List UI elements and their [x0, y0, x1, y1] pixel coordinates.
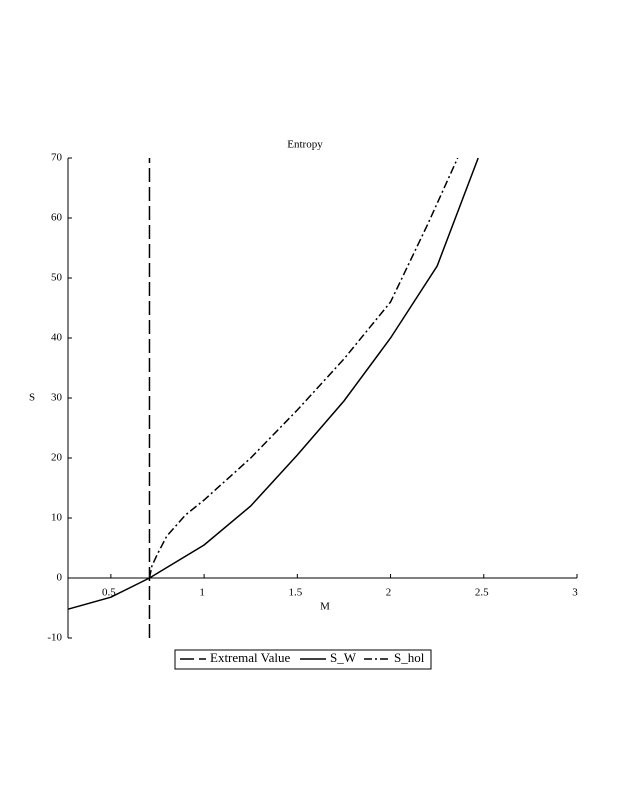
y-tick-label: 10	[51, 512, 63, 524]
series-line	[148, 157, 459, 579]
y-tick-label: 40	[51, 332, 63, 344]
x-tick-label: 2	[386, 587, 392, 599]
y-tick-label: 50	[51, 272, 63, 284]
legend-box	[174, 649, 432, 670]
y-tick-label: 70	[51, 152, 63, 164]
x-tick-label: 0.5	[102, 587, 116, 599]
y-tick-label: 0	[57, 572, 63, 584]
x-axis-label: M	[320, 601, 330, 613]
y-tick-label: 30	[51, 392, 63, 404]
legend-label: S_hol	[394, 650, 425, 665]
y-tick-label: -10	[47, 632, 62, 644]
x-tick-label: 1	[199, 587, 205, 599]
y-tick-label: 60	[51, 212, 63, 224]
chart-title: Entropy	[287, 139, 323, 151]
legend-label: Extremal Value	[210, 650, 290, 665]
y-axis-label: S	[29, 392, 35, 404]
series-line	[67, 157, 479, 610]
x-tick-label: 3	[572, 587, 578, 599]
legend-label: S_W	[330, 650, 357, 665]
x-tick-label: 1.5	[288, 587, 302, 599]
x-tick-label: 2.5	[475, 587, 489, 599]
y-tick-label: 20	[51, 452, 63, 464]
